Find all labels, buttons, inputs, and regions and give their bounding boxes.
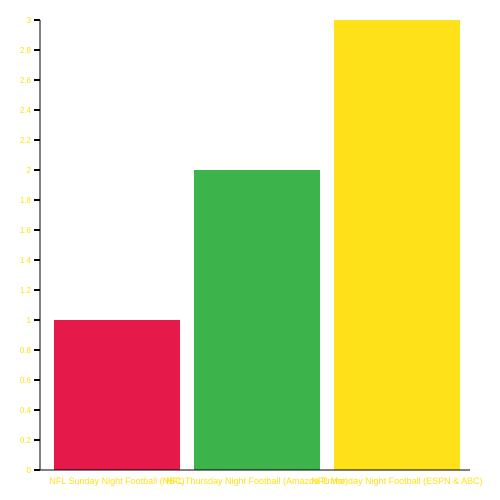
x-axis: NFL Sunday Night Football (NBC)NFL Thurs… <box>34 469 483 486</box>
y-tick-label: 1.4 <box>20 256 32 265</box>
y-tick-label: 2.4 <box>20 106 32 115</box>
y-tick-label: 0.4 <box>20 406 32 415</box>
y-tick-label: 2.8 <box>20 46 32 55</box>
y-tick-label: 2.6 <box>20 76 32 85</box>
y-tick-label: 2.2 <box>20 136 32 145</box>
bar-3 <box>334 20 460 470</box>
bar-2 <box>194 170 320 470</box>
y-tick-label: 0 <box>27 466 32 475</box>
y-tick-label: 3 <box>27 16 32 25</box>
bar-1 <box>54 320 180 470</box>
y-tick-label: 1 <box>27 316 32 325</box>
bars-layer <box>54 20 460 470</box>
y-tick-label: 0.2 <box>20 436 32 445</box>
y-tick-label: 1.8 <box>20 196 32 205</box>
y-tick-label: 0.6 <box>20 376 32 385</box>
y-tick-label: 1.2 <box>20 286 32 295</box>
y-tick-label: 1.6 <box>20 226 32 235</box>
x-category-label: NFL Sunday Night Football (NBC) <box>49 476 184 486</box>
y-axis: 0 0.2 0.4 0.6 0.8 1 1.2 1.4 1.6 1.8 2 2.2 2.4 2.6 2.8 3 <box>20 16 41 475</box>
x-category-label: NFL Thursday Night Football (Amazon Prim… <box>166 476 348 486</box>
x-category-label: NFL Monday Night Football (ESPN & ABC) <box>311 476 482 486</box>
y-tick-label: 0.8 <box>20 346 32 355</box>
y-tick-label: 2 <box>27 166 32 175</box>
